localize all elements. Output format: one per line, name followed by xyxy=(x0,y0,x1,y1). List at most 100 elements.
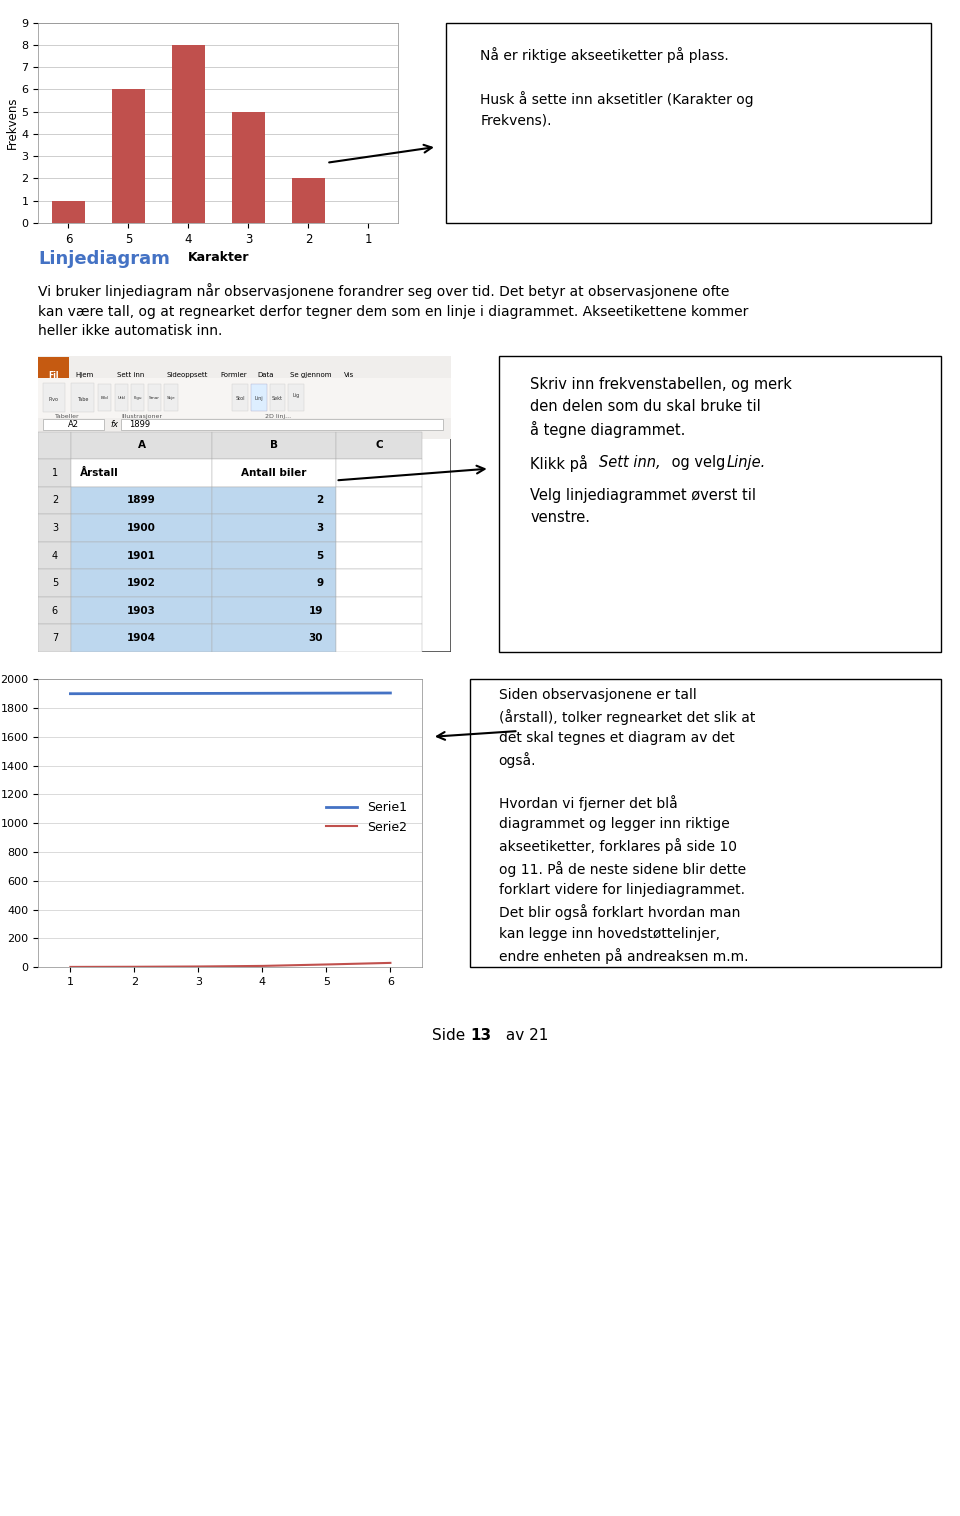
FancyBboxPatch shape xyxy=(148,385,161,411)
Text: Linj: Linj xyxy=(254,396,263,400)
FancyBboxPatch shape xyxy=(499,356,941,652)
FancyBboxPatch shape xyxy=(38,541,71,570)
Text: 5: 5 xyxy=(52,578,58,588)
FancyBboxPatch shape xyxy=(71,597,212,625)
Text: Figu: Figu xyxy=(133,396,142,400)
FancyBboxPatch shape xyxy=(38,570,71,597)
Serie2 xyxy=(385,954,396,972)
Bar xyxy=(52,200,84,223)
FancyBboxPatch shape xyxy=(38,514,71,541)
FancyBboxPatch shape xyxy=(38,597,71,625)
Text: Siden observasjonene er tall
(årstall), tolker regnearket det slik at
det skal t: Siden observasjonene er tall (årstall), … xyxy=(498,688,755,964)
Text: Linjediagram: Linjediagram xyxy=(38,250,170,268)
FancyBboxPatch shape xyxy=(98,385,111,411)
FancyBboxPatch shape xyxy=(38,418,451,432)
FancyBboxPatch shape xyxy=(132,385,145,411)
FancyBboxPatch shape xyxy=(38,432,71,459)
FancyBboxPatch shape xyxy=(164,385,178,411)
FancyBboxPatch shape xyxy=(38,487,71,514)
Text: Antall biler: Antall biler xyxy=(241,468,306,478)
FancyBboxPatch shape xyxy=(336,432,422,459)
Text: Lig: Lig xyxy=(293,393,300,403)
Bar xyxy=(112,89,145,223)
Line: Serie2: Serie2 xyxy=(70,963,391,967)
FancyBboxPatch shape xyxy=(38,356,451,652)
Text: 19: 19 xyxy=(309,605,324,615)
Text: 1902: 1902 xyxy=(127,578,156,588)
Text: 2: 2 xyxy=(52,496,58,505)
Text: Velg linjediagrammet øverst til: Velg linjediagrammet øverst til xyxy=(530,488,756,503)
Serie1 xyxy=(193,684,204,702)
FancyBboxPatch shape xyxy=(71,487,212,514)
Text: Hjem: Hjem xyxy=(76,373,94,379)
Text: 2: 2 xyxy=(316,496,324,505)
Text: 2D linj...: 2D linj... xyxy=(265,414,291,420)
Text: 3: 3 xyxy=(52,523,58,534)
FancyBboxPatch shape xyxy=(336,514,422,541)
Serie2 xyxy=(129,958,140,976)
FancyBboxPatch shape xyxy=(336,541,422,570)
Serie2 xyxy=(321,955,332,973)
FancyBboxPatch shape xyxy=(470,679,941,967)
FancyBboxPatch shape xyxy=(212,514,336,541)
Text: Skje: Skje xyxy=(167,396,176,400)
Text: 3: 3 xyxy=(316,523,324,534)
FancyBboxPatch shape xyxy=(71,625,212,652)
Text: B: B xyxy=(270,441,277,450)
Text: Bild: Bild xyxy=(101,396,108,400)
Text: 1904: 1904 xyxy=(127,634,156,643)
FancyBboxPatch shape xyxy=(38,358,69,379)
FancyBboxPatch shape xyxy=(288,385,303,411)
FancyBboxPatch shape xyxy=(212,625,336,652)
Text: 1899: 1899 xyxy=(128,496,156,505)
FancyBboxPatch shape xyxy=(71,514,212,541)
Text: Vis: Vis xyxy=(344,373,354,379)
Text: Sideoppsett: Sideoppsett xyxy=(166,373,207,379)
FancyBboxPatch shape xyxy=(71,541,212,570)
Text: den delen som du skal bruke til: den delen som du skal bruke til xyxy=(530,399,761,414)
Bar xyxy=(172,45,204,223)
Text: Sekt: Sekt xyxy=(272,396,283,400)
Text: Årstall: Årstall xyxy=(80,468,118,478)
FancyBboxPatch shape xyxy=(336,459,422,487)
Text: Nå er riktige akseetiketter på plass.

Husk å sette inn aksetitler (Karakter og
: Nå er riktige akseetiketter på plass. Hu… xyxy=(480,47,754,127)
Text: 5: 5 xyxy=(316,550,324,561)
FancyBboxPatch shape xyxy=(121,418,443,431)
Text: 9: 9 xyxy=(316,578,324,588)
Text: Fil: Fil xyxy=(48,371,59,381)
FancyBboxPatch shape xyxy=(71,570,212,597)
Text: 1900: 1900 xyxy=(127,523,156,534)
Text: Tabe: Tabe xyxy=(77,397,88,402)
FancyBboxPatch shape xyxy=(336,597,422,625)
Text: 1901: 1901 xyxy=(127,550,156,561)
Text: 13: 13 xyxy=(470,1028,492,1043)
Text: Data: Data xyxy=(257,373,274,379)
Text: Smar: Smar xyxy=(149,396,160,400)
Text: 30: 30 xyxy=(309,634,324,643)
Text: Side: Side xyxy=(432,1028,470,1043)
FancyBboxPatch shape xyxy=(336,570,422,597)
FancyBboxPatch shape xyxy=(446,23,931,223)
Text: Sett inn: Sett inn xyxy=(117,373,144,379)
Text: Se gjennom: Se gjennom xyxy=(290,373,332,379)
Text: Skriv inn frekvenstabellen, og merk: Skriv inn frekvenstabellen, og merk xyxy=(530,377,792,393)
Legend: Serie1, Serie2: Serie1, Serie2 xyxy=(321,796,412,838)
Text: 7: 7 xyxy=(52,634,58,643)
FancyBboxPatch shape xyxy=(38,379,451,418)
FancyBboxPatch shape xyxy=(71,384,94,412)
Serie1 xyxy=(321,684,332,702)
Text: venstre.: venstre. xyxy=(530,509,590,525)
Text: 1: 1 xyxy=(52,468,58,478)
FancyBboxPatch shape xyxy=(42,418,105,431)
Text: A: A xyxy=(137,441,146,450)
Serie2 xyxy=(256,957,268,975)
FancyBboxPatch shape xyxy=(38,356,451,440)
Serie1 xyxy=(64,685,76,703)
Text: 4: 4 xyxy=(52,550,58,561)
FancyBboxPatch shape xyxy=(42,384,65,412)
Serie2 xyxy=(193,958,204,976)
Text: Utkl: Utkl xyxy=(117,396,126,400)
Bar xyxy=(232,112,265,223)
Serie1 xyxy=(385,684,396,702)
Text: Sett inn,: Sett inn, xyxy=(599,455,660,470)
